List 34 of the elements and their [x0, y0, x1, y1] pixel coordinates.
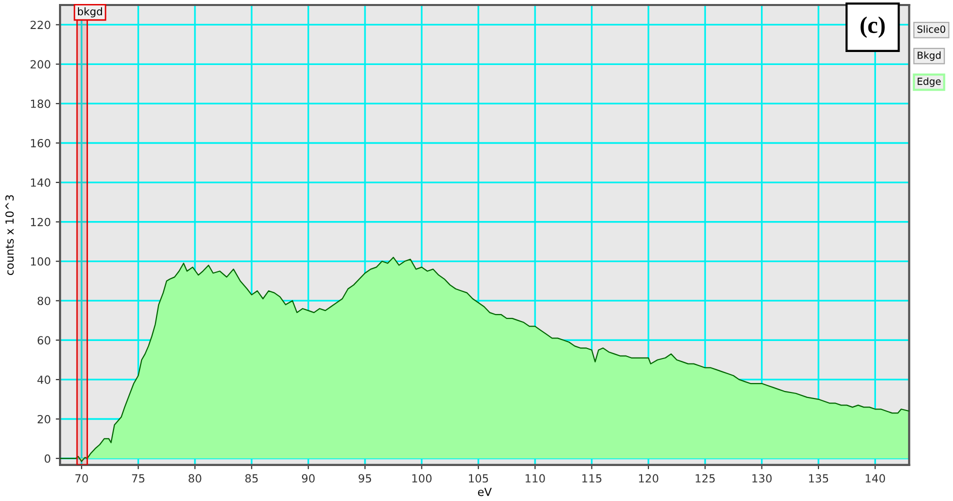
- x-tick-label: 70: [75, 474, 88, 483]
- text: Bkgd: [918, 51, 941, 61]
- x-tick-label: 75: [132, 474, 144, 483]
- text: Slice0: [917, 25, 946, 33]
- x-tick-label: 85: [245, 474, 258, 483]
- y-tick-label: 160: [31, 138, 50, 148]
- band-label: bkgd: [78, 7, 102, 18]
- x-tick-label: 90: [302, 474, 315, 483]
- y-tick-label: 40: [37, 376, 50, 384]
- x-tick-label: 95: [358, 474, 372, 483]
- y-axis-title: counts x 10^3: [5, 195, 14, 276]
- x-tick-label: 100: [412, 474, 432, 483]
- y-tick-label: 80: [38, 296, 50, 306]
- y-tick-label: 180: [31, 100, 50, 108]
- x-tick-label: 120: [639, 474, 658, 483]
- x-axis-title: eV: [478, 488, 492, 496]
- y-tick-label: 120: [31, 218, 50, 226]
- y-tick-label: 220: [30, 20, 50, 30]
- y-tick-label: 200: [30, 60, 50, 69]
- y-tick-label: 60: [38, 336, 50, 345]
- x-tick-label: 110: [526, 474, 545, 483]
- annotation: (c): [860, 16, 885, 38]
- y-tick-label: 20: [38, 414, 50, 424]
- x-tick-label: 125: [696, 474, 715, 483]
- x-tick-label: 115: [582, 474, 602, 483]
- x-tick-label: 105: [468, 474, 488, 483]
- y-tick-label: 100: [31, 257, 50, 266]
- y-tick-label: 140: [31, 178, 50, 187]
- x-tick-label: 80: [188, 474, 202, 483]
- x-tick-label: 140: [866, 474, 886, 483]
- y-tick-label: 0: [44, 454, 50, 463]
- x-tick-label: 135: [809, 474, 828, 483]
- x-tick-label: 130: [752, 474, 772, 483]
- text: Edge: [918, 77, 941, 87]
